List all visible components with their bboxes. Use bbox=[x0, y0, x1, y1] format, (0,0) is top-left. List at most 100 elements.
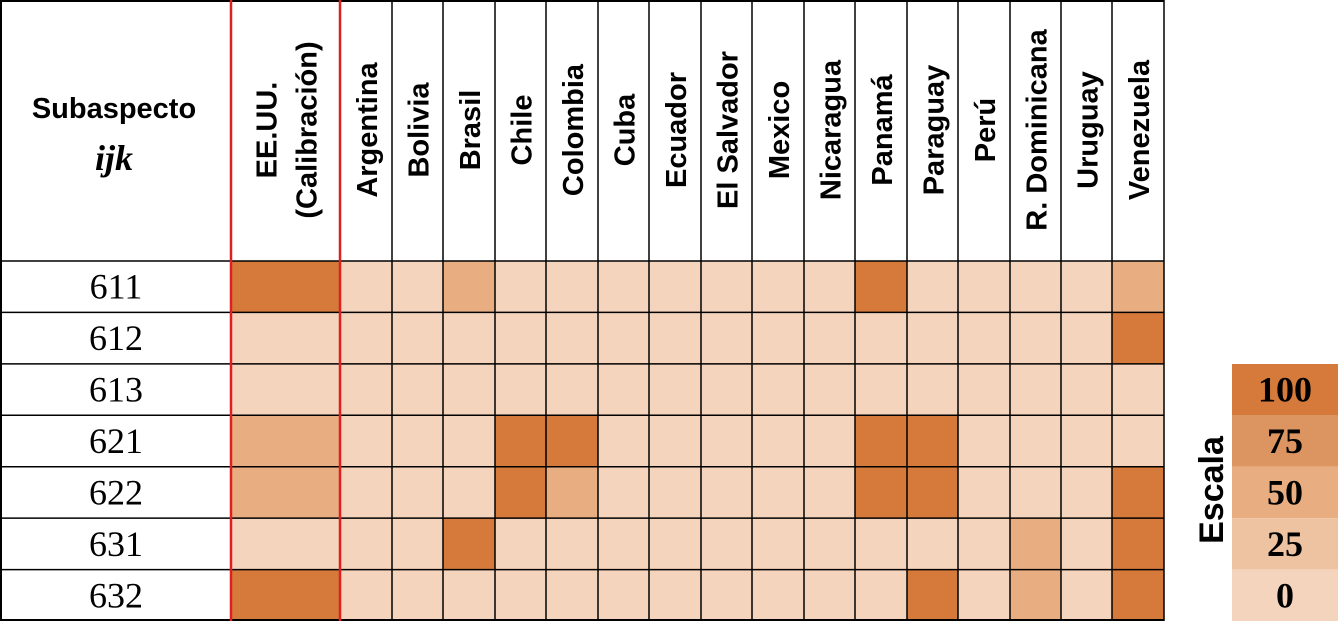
heatmap-cell bbox=[907, 518, 958, 570]
heatmap-cell bbox=[701, 415, 752, 467]
heatmap-cell bbox=[958, 518, 1010, 570]
scale-level-label: 75 bbox=[1267, 421, 1303, 461]
heatmap-cell bbox=[907, 569, 958, 621]
heatmap-cell bbox=[495, 363, 546, 416]
heatmap-cell bbox=[855, 569, 907, 621]
heatmap-cell bbox=[546, 363, 598, 416]
heatmap-cell bbox=[392, 415, 443, 467]
heatmap-cell bbox=[855, 261, 907, 313]
heatmap-cell bbox=[443, 569, 495, 621]
heatmap-cell bbox=[1061, 261, 1112, 313]
heatmap-cell bbox=[340, 312, 392, 364]
heatmap-cell bbox=[495, 312, 546, 364]
heatmap-cell bbox=[495, 569, 546, 621]
heatmap-cell bbox=[443, 363, 495, 416]
heatmap-cell bbox=[598, 312, 649, 364]
heatmap-cell bbox=[231, 312, 340, 364]
heatmap-cell bbox=[958, 569, 1010, 621]
heatmap-cell bbox=[804, 261, 855, 313]
heatmap-cell bbox=[443, 466, 495, 519]
heatmap-cell bbox=[231, 363, 340, 416]
column-header-label: Venezuela bbox=[1124, 59, 1156, 200]
column-header-label: El Salvador bbox=[713, 51, 745, 209]
scale-swatch bbox=[1232, 466, 1338, 519]
heatmap-cell bbox=[907, 466, 958, 519]
heatmap-cell bbox=[958, 466, 1010, 519]
heatmap-cell bbox=[340, 261, 392, 313]
heatmap-cell bbox=[701, 312, 752, 364]
heatmap-cell bbox=[752, 312, 804, 364]
heatmap-cell bbox=[392, 312, 443, 364]
heatmap-cell bbox=[1112, 363, 1164, 416]
column-header-label: Cuba bbox=[610, 93, 642, 166]
heatmap-cell bbox=[804, 363, 855, 416]
heatmap-cell bbox=[804, 312, 855, 364]
heatmap-cell bbox=[598, 569, 649, 621]
column-header-label: (Calibración) bbox=[292, 41, 324, 218]
heatmap-cell bbox=[546, 312, 598, 364]
heatmap-cell bbox=[1112, 415, 1164, 467]
column-header: Chile bbox=[507, 95, 539, 166]
heatmap-cell bbox=[546, 569, 598, 621]
heatmap-cell bbox=[958, 312, 1010, 364]
row-label: 621 bbox=[89, 421, 143, 461]
column-header-label: Colombia bbox=[558, 63, 590, 196]
grid-lines bbox=[0, 0, 1165, 621]
column-headers: EE.UU. (Calibración) Argentina Bolivia Brasi… bbox=[252, 28, 1157, 230]
corner-label: Subaspecto bbox=[32, 93, 196, 125]
heatmap-cell bbox=[340, 518, 392, 570]
heatmap-cell bbox=[752, 363, 804, 416]
column-header-label: Brasil bbox=[455, 90, 487, 171]
heatmap-cell bbox=[907, 415, 958, 467]
heatmap-cell bbox=[1010, 518, 1061, 570]
heatmap-cell bbox=[231, 466, 340, 519]
heatmap-cell bbox=[1061, 518, 1112, 570]
row-labels: 611 612 613 621 622 631 632 bbox=[89, 267, 143, 616]
column-header-label: Paraguay bbox=[919, 65, 951, 196]
heatmap-cell bbox=[495, 518, 546, 570]
heatmap-cell bbox=[1010, 569, 1061, 621]
heatmap-cell bbox=[701, 261, 752, 313]
column-header: Nicaragua bbox=[816, 59, 848, 200]
heatmap-cell bbox=[1010, 415, 1061, 467]
column-header: Mexico bbox=[764, 81, 796, 179]
heatmap-cell bbox=[495, 415, 546, 467]
heatmap-cell bbox=[649, 261, 701, 313]
heatmap-cell bbox=[598, 261, 649, 313]
color-scale-legend: Escala 100 75 50 25 0 bbox=[1193, 364, 1338, 621]
heatmap-cell bbox=[546, 466, 598, 519]
column-header: Paraguay bbox=[919, 65, 951, 196]
heatmap-cell bbox=[701, 569, 752, 621]
heatmap-cell bbox=[340, 415, 392, 467]
heatmap-cell bbox=[649, 415, 701, 467]
heatmap-cell bbox=[1010, 312, 1061, 364]
scale-level-label: 50 bbox=[1267, 473, 1303, 513]
column-header: R. Dominicana bbox=[1022, 28, 1054, 230]
column-header: Bolivia bbox=[404, 82, 436, 178]
scale-swatch bbox=[1232, 569, 1338, 621]
row-label: 612 bbox=[89, 318, 143, 358]
heatmap-cell bbox=[546, 261, 598, 313]
heatmap-cell bbox=[1061, 569, 1112, 621]
heatmap-cell bbox=[1112, 569, 1164, 621]
column-header: Brasil bbox=[455, 90, 487, 171]
heatmap-cell bbox=[598, 363, 649, 416]
heatmap-cell bbox=[752, 569, 804, 621]
heatmap-cell bbox=[340, 466, 392, 519]
heatmap-cell bbox=[1010, 363, 1061, 416]
column-header-label: R. Dominicana bbox=[1022, 28, 1054, 230]
heatmap-cell bbox=[546, 518, 598, 570]
heatmap-cell bbox=[340, 363, 392, 416]
heatmap-cell bbox=[855, 518, 907, 570]
column-header: Venezuela bbox=[1124, 59, 1156, 200]
heatmap-cell bbox=[855, 466, 907, 519]
heatmap-cell bbox=[1061, 415, 1112, 467]
column-header-label: EE.UU. bbox=[252, 82, 284, 179]
heatmap-cell bbox=[392, 466, 443, 519]
heatmap-cell bbox=[598, 466, 649, 519]
heatmap-cell bbox=[231, 261, 340, 313]
column-header: Cuba bbox=[610, 93, 642, 166]
column-header-label: Uruguay bbox=[1073, 71, 1105, 189]
column-header-label: Panamá bbox=[867, 74, 899, 186]
heatmap-cell bbox=[231, 415, 340, 467]
